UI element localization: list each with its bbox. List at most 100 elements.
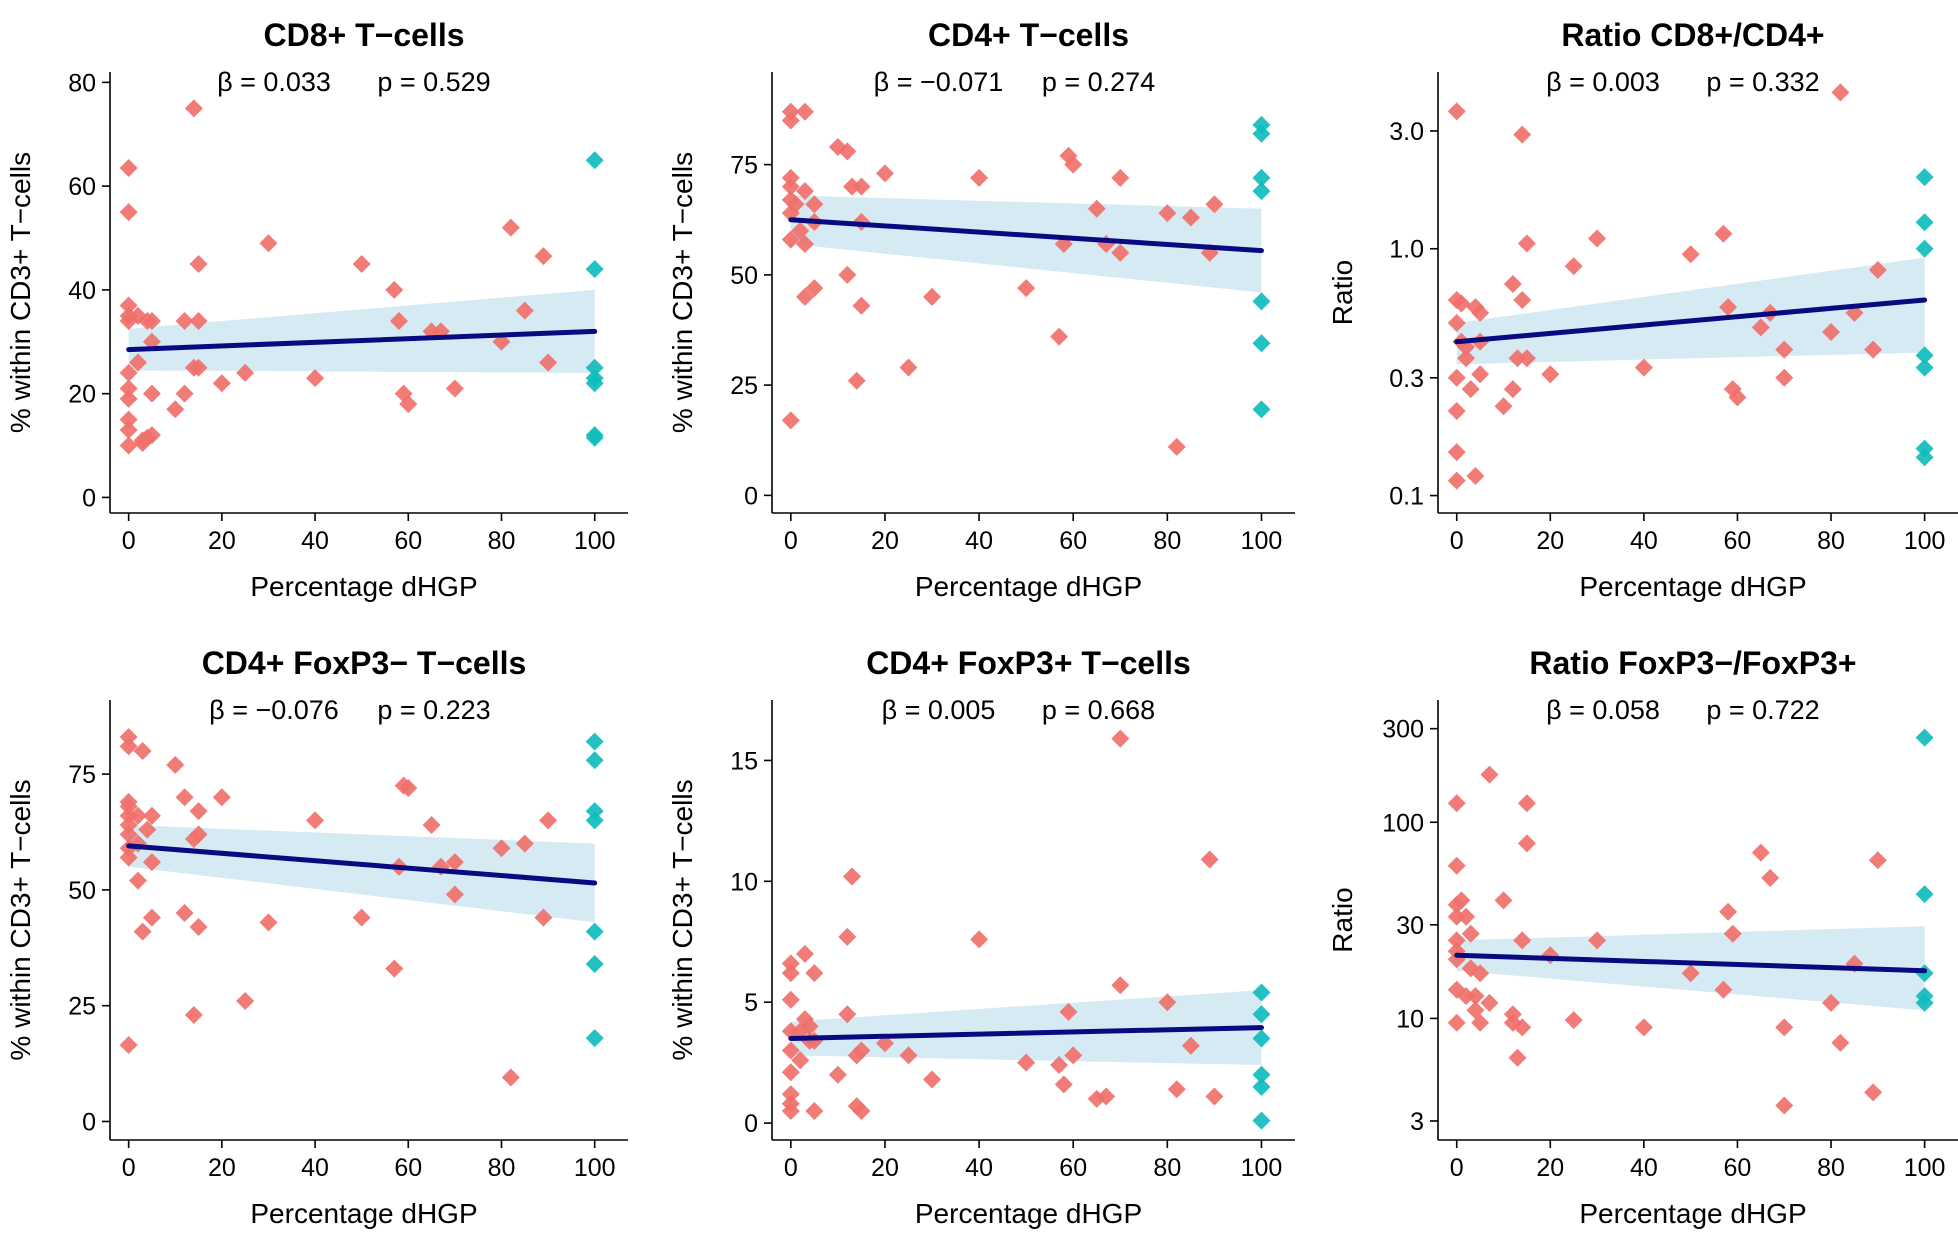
data-point — [781, 1022, 800, 1041]
x-tick-label: 0 — [784, 1154, 798, 1182]
data-point — [119, 1036, 138, 1055]
y-tick-label: 5 — [744, 989, 758, 1017]
data-point — [970, 168, 989, 187]
data-point — [1447, 931, 1466, 950]
data-point — [1471, 303, 1490, 322]
regression-line — [126, 328, 598, 353]
data-point-full-dhgp — [1252, 334, 1271, 353]
data-point — [1447, 368, 1466, 387]
data-point — [1503, 1013, 1522, 1032]
y-tick-label: 0 — [82, 484, 96, 512]
data-point — [781, 411, 800, 430]
data-point — [1111, 243, 1130, 262]
data-point — [119, 420, 138, 439]
data-point — [1457, 907, 1476, 926]
data-point-full-dhgp — [1252, 1077, 1271, 1096]
data-point — [1471, 365, 1490, 384]
data-point — [838, 1005, 857, 1024]
data-point — [805, 279, 824, 298]
regression-line — [788, 217, 1264, 254]
y-tick-label: 3.0 — [1389, 118, 1424, 146]
data-point — [352, 908, 371, 927]
y-tick-label: 40 — [68, 277, 96, 305]
x-tick-label: 0 — [1450, 1154, 1464, 1182]
data-point-full-dhgp — [1915, 346, 1934, 365]
data-point-full-dhgp — [585, 732, 604, 751]
data-point — [445, 853, 464, 872]
data-point-full-dhgp — [585, 1029, 604, 1048]
chart-panel-6: Ratio FoxP3−/FoxP3+ β = 0.058 p = 0.722 0 20… — [1327, 645, 1958, 1229]
x-axis-label: Percentage dHGP — [915, 571, 1142, 602]
data-point-full-dhgp — [1915, 239, 1934, 258]
x-tick-label: 0 — [122, 1154, 136, 1182]
x-tick-label: 100 — [574, 527, 616, 555]
data-point — [828, 1065, 847, 1084]
x-tick-label: 20 — [208, 1154, 236, 1182]
data-point — [142, 908, 161, 927]
data-point-full-dhgp — [1252, 1065, 1271, 1084]
data-point — [189, 802, 208, 821]
data-point — [795, 102, 814, 121]
data-point — [1205, 195, 1224, 214]
regression-line — [1454, 297, 1928, 345]
chart-panel-1: CD8+ T−cells β = 0.033 p = 0.529 0 20 40 60 80 1… — [5, 17, 628, 602]
data-point — [189, 254, 208, 273]
data-point — [838, 142, 857, 161]
y-tick-label: 25 — [730, 372, 758, 400]
data-point — [119, 797, 138, 816]
chart-panel-4: CD4+ FoxP3− T−cells β = −0.076 p = 0.223 0 2… — [5, 645, 628, 1229]
data-point — [1064, 1046, 1083, 1065]
data-point — [1452, 294, 1471, 313]
x-tick-label: 100 — [1241, 527, 1283, 555]
data-point — [1457, 349, 1476, 368]
beta-stat: β = 0.003 — [1546, 67, 1660, 97]
data-point — [119, 410, 138, 429]
data-point — [875, 164, 894, 183]
data-point — [1723, 924, 1742, 943]
data-point — [1111, 729, 1130, 748]
y-tick-label: 10 — [1396, 1005, 1424, 1033]
data-point — [1466, 467, 1485, 486]
data-point — [119, 737, 138, 756]
x-axis-label: Percentage dHGP — [915, 1198, 1142, 1229]
x-tick-label: 100 — [1904, 1154, 1946, 1182]
confidence-band — [1456, 257, 1925, 365]
data-point — [142, 426, 161, 445]
x-tick-label: 0 — [122, 527, 136, 555]
data-point — [781, 177, 800, 196]
regression-line — [1454, 952, 1928, 974]
data-point-full-dhgp — [585, 358, 604, 377]
data-point — [1503, 380, 1522, 399]
y-tick-label: 75 — [730, 152, 758, 180]
data-point — [119, 158, 138, 177]
data-point — [781, 111, 800, 130]
data-point-full-dhgp — [585, 374, 604, 393]
data-point — [1513, 125, 1532, 144]
data-point — [259, 913, 278, 932]
data-point — [189, 917, 208, 936]
data-point-full-dhgp — [1915, 993, 1934, 1012]
data-point — [805, 1101, 824, 1120]
data-point — [1868, 851, 1887, 870]
data-point — [1471, 964, 1490, 983]
data-point — [1447, 314, 1466, 333]
y-tick-label: 3 — [1410, 1108, 1424, 1136]
data-point — [189, 312, 208, 331]
data-point-full-dhgp — [1252, 124, 1271, 143]
chart-title: CD4+ T−cells — [928, 17, 1129, 53]
x-tick-label: 40 — [301, 527, 329, 555]
beta-stat: β = 0.005 — [882, 695, 996, 725]
data-point — [1714, 980, 1733, 999]
data-point — [515, 301, 534, 320]
data-point — [805, 195, 824, 214]
data-point — [119, 379, 138, 398]
data-point — [1517, 834, 1536, 853]
data-point — [1457, 987, 1476, 1006]
beta-stat: β = 0.033 — [217, 67, 331, 97]
p-value: p = 0.274 — [1042, 67, 1155, 97]
regression-line — [126, 843, 598, 886]
data-point — [1181, 208, 1200, 227]
data-point — [899, 1046, 918, 1065]
data-point — [119, 825, 138, 844]
x-tick-label: 20 — [871, 1154, 899, 1182]
